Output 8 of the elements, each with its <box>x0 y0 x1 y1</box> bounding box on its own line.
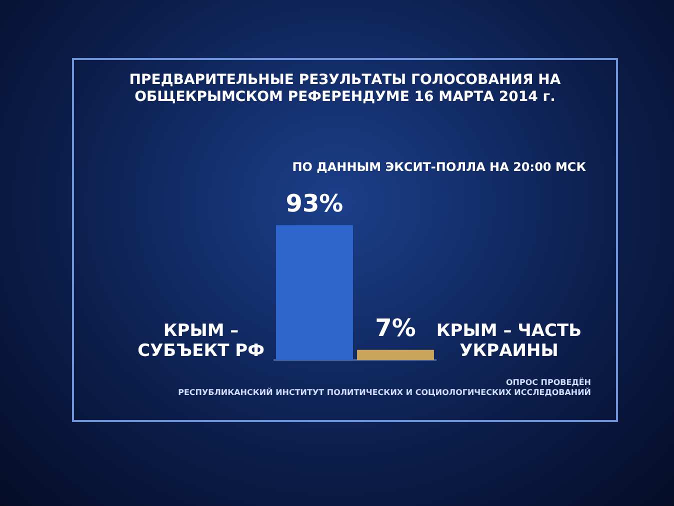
data-label: 7% <box>375 314 416 342</box>
x-tick-label: КРЫМ – СУБЪЕКТ РФ <box>138 321 264 361</box>
data-label: 93% <box>286 189 344 218</box>
x-tick-label: КРЫМ – ЧАСТЬ УКРАИНЫ <box>436 321 582 361</box>
text: ОПРОС ПРОВЕДЁН <box>504 378 591 388</box>
chart-title: ПРЕДВАРИТЕЛЬНЫЕ РЕЗУЛЬТАТЫ ГОЛОСОВАНИЯ НА ОБЩЕКРЫМСКОМ РЕФЕРЕНДУМЕ 16 МАРТА 2014 г. <box>128 72 562 106</box>
chart-subtitle: ПО ДАННЫМ ЭКСИТ-ПОЛЛА НА 20:00 МСК <box>292 160 586 174</box>
text: РЕСПУБЛИКАНСКИЙ ИНСТИТУТ ПОЛИТИЧЕСКИХ И СОЦИОЛОГИЧЕСКИХ ИССЛЕДОВАНИЙ <box>178 388 591 398</box>
